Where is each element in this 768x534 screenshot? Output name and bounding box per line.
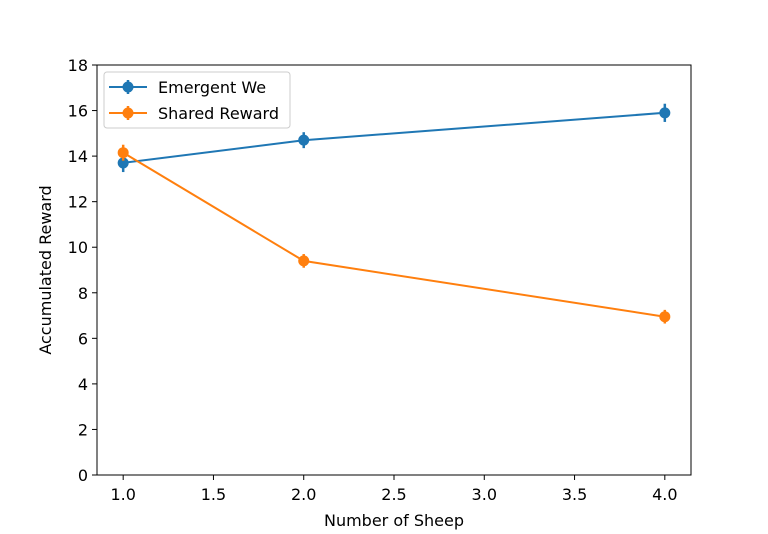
y-tick-label: 8 — [78, 284, 88, 303]
data-point — [659, 107, 671, 119]
x-tick-label: 2.0 — [291, 485, 316, 504]
series-line — [122, 151, 665, 318]
y-axis-ticks: 0 2 4 6 8 10 12 14 16 18 — [68, 56, 97, 485]
y-tick-label: 16 — [68, 102, 88, 121]
legend: Emergent We Shared Reward — [103, 71, 291, 129]
x-tick-label: 3.5 — [562, 485, 587, 504]
data-point — [298, 255, 310, 267]
y-tick-label: 0 — [78, 466, 88, 485]
legend-entry: Emergent We — [109, 78, 266, 97]
x-axis-ticks: 1.0 1.5 2.0 2.5 3.0 3.5 4.0 — [110, 475, 678, 504]
legend-swatch-marker — [122, 81, 134, 93]
y-axis-label: Accumulated Reward — [36, 185, 55, 354]
data-point — [117, 147, 129, 159]
y-tick-label: 10 — [68, 238, 88, 257]
plot-frame — [96, 64, 692, 476]
data-point — [117, 157, 129, 169]
series-1 — [117, 144, 671, 324]
data-point — [659, 311, 671, 323]
legend-label: Emergent We — [158, 78, 266, 97]
x-tick-label: 3.0 — [472, 485, 497, 504]
y-tick-label: 14 — [68, 147, 88, 166]
legend-label: Shared Reward — [158, 104, 279, 123]
x-tick-label: 1.0 — [110, 485, 135, 504]
x-axis-label: Number of Sheep — [324, 511, 464, 530]
x-tick-label: 4.0 — [652, 485, 677, 504]
data-point — [298, 134, 310, 146]
series-layer — [117, 103, 671, 324]
y-tick-label: 2 — [78, 420, 88, 439]
legend-box — [103, 71, 291, 129]
legend-swatch-marker — [122, 107, 134, 119]
y-tick-label: 6 — [78, 329, 88, 348]
x-tick-label: 2.5 — [381, 485, 406, 504]
legend-entry: Shared Reward — [109, 104, 279, 123]
series-0 — [117, 103, 671, 173]
y-tick-label: 18 — [68, 56, 88, 75]
x-tick-label: 1.5 — [201, 485, 226, 504]
y-tick-label: 12 — [68, 193, 88, 212]
y-tick-label: 4 — [78, 375, 88, 394]
